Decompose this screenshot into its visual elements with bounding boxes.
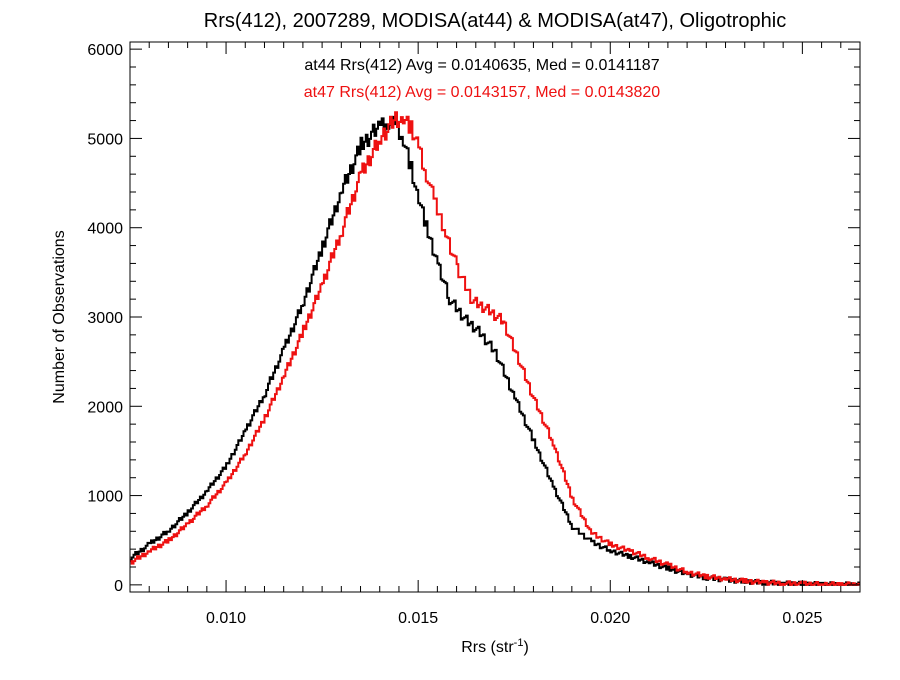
y-axis-label: Number of Observations: [51, 230, 68, 403]
y-tick-label: 5000: [87, 131, 123, 148]
x-tick-label: 0.025: [782, 610, 822, 627]
series-layer: [130, 111, 860, 586]
y-tick-label: 2000: [87, 399, 123, 416]
series-annotation-at44: at44 Rrs(412) Avg = 0.0140635, Med = 0.0…: [304, 57, 659, 74]
x-axis-label-superscript: -1: [514, 637, 524, 649]
y-tick-label: 3000: [87, 310, 123, 327]
y-tick-label: 4000: [87, 221, 123, 238]
x-axis-label-main: Rrs (str: [461, 639, 514, 656]
series-line-at47: [130, 111, 860, 586]
x-axis-label: Rrs (str-1): [461, 637, 529, 656]
plot-frame: [129, 41, 861, 593]
y-tick-label: 6000: [87, 42, 123, 59]
ticks-layer: [129, 42, 861, 592]
y-tick-label: 1000: [87, 489, 123, 506]
series-annotation-at47: at47 Rrs(412) Avg = 0.0143157, Med = 0.0…: [304, 84, 661, 101]
x-tick-label: 0.015: [398, 610, 438, 627]
y-tick-label: 0: [114, 578, 123, 595]
x-tick-label: 0.020: [590, 610, 630, 627]
tick-labels-layer: 0.010 0.015 0.020 0.025 0 1000 2000 3000 4000 500…: [87, 42, 822, 627]
x-axis-label-end: ): [523, 639, 528, 656]
x-tick-label: 0.010: [206, 610, 246, 627]
chart-title: Rrs(412), 2007289, MODISA(at44) & MODISA…: [204, 10, 786, 32]
